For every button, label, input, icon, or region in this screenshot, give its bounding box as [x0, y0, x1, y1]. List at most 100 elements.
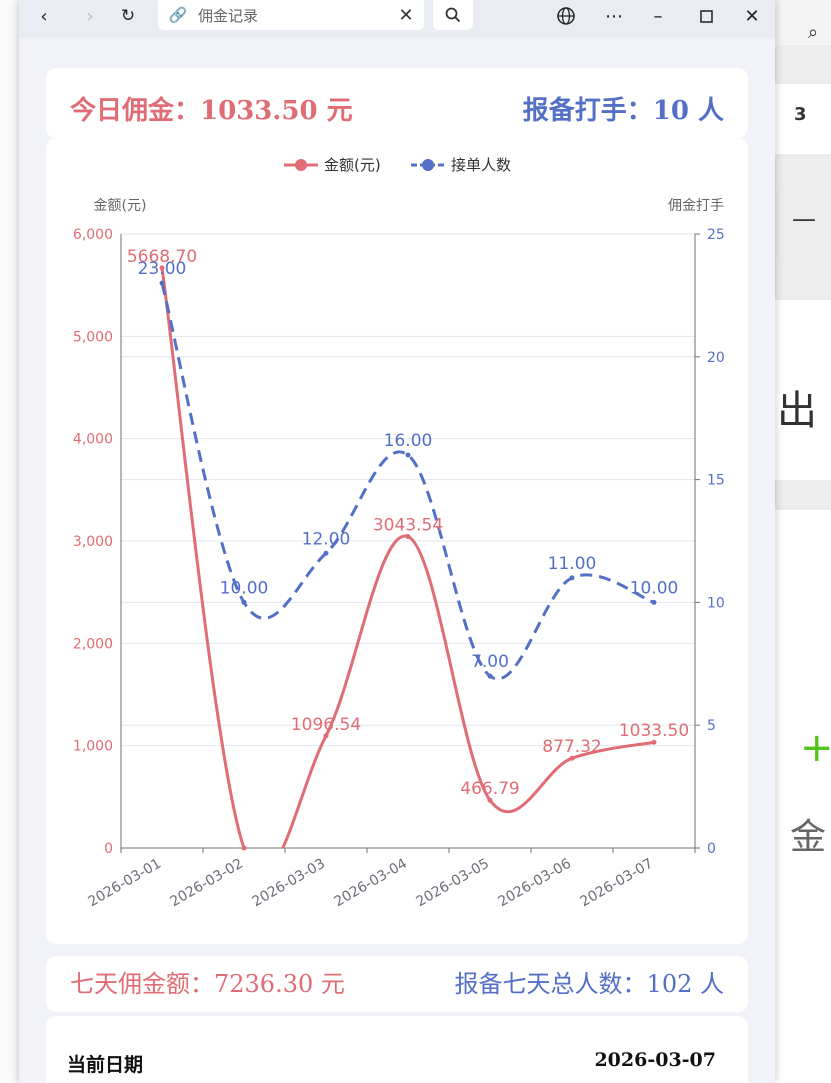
players-point [405, 452, 411, 458]
y-right-tick-label: 0 [707, 841, 716, 857]
seven-day-summary-card: 七天佣金额：7236.30 元 报备七天总人数：102 人 [46, 956, 748, 1012]
window-close-icon[interactable]: ✕ [744, 5, 760, 27]
amount-point [569, 755, 575, 761]
legend-label: 接单人数 [451, 156, 511, 174]
x-tick-label: 2026-03-07 [578, 856, 656, 911]
y-left-tick-label: 2,000 [73, 636, 113, 652]
address-bar[interactable]: 🔗 佣金记录 ✕ [158, 0, 424, 30]
amount-data-label: 877.32 [542, 737, 601, 757]
x-tick-label: 2026-03-02 [168, 856, 246, 911]
today-summary-card: 今日佣金：1033.50 元 报备打手：10 人 [46, 68, 748, 138]
link-icon: 🔗 [168, 6, 188, 24]
players-data-label: 10.00 [220, 578, 269, 598]
more-icon[interactable]: ⋯ [605, 5, 623, 27]
players-point [569, 575, 575, 581]
amount-point [323, 733, 329, 739]
background-minus: — [792, 205, 816, 233]
amount-data-label: 5668.70 [127, 247, 197, 267]
players-point [487, 673, 493, 679]
legend-marker [422, 159, 434, 171]
seven-day-players-value: 102 [646, 970, 693, 998]
y-left-tick-label: 0 [104, 841, 113, 857]
legend-label: 金额(元) [324, 156, 381, 174]
amount-data-label: 3043.54 [373, 516, 443, 536]
address-title: 佣金记录 [198, 6, 259, 25]
players-data-label: 12.00 [302, 529, 351, 549]
amount-point [651, 739, 657, 745]
background-count: 3 [794, 104, 807, 125]
x-tick-label: 2026-03-03 [250, 856, 328, 911]
background-toolbar [771, 0, 831, 45]
players-point [651, 599, 657, 605]
players-point [159, 280, 165, 286]
y-right-tick-label: 20 [707, 350, 725, 366]
today-commission: 今日佣金：1033.50 元 [70, 96, 353, 126]
background-panel [771, 300, 831, 480]
background-left-edge [0, 0, 20, 1083]
chart-data-labels: 5668.70 1096.54 3043.54 466.79 877.32 1033.50… [127, 247, 689, 799]
x-tick-label: 2026-03-05 [414, 856, 492, 911]
back-icon[interactable]: ‹ [40, 5, 48, 27]
refresh-icon[interactable]: ↻ [120, 6, 136, 26]
close-icon[interactable]: ✕ [398, 4, 414, 26]
y-left-tick-label: 6,000 [73, 227, 113, 243]
y-left-tick-label: 5,000 [73, 329, 113, 345]
minimize-icon[interactable]: – [653, 5, 663, 27]
series-players-line [160, 282, 655, 681]
search-icon [445, 7, 461, 23]
seven-day-commission-value: 7236.30 [214, 970, 314, 998]
y-right-tick-label: 25 [707, 227, 725, 243]
globe-icon[interactable] [551, 2, 581, 30]
background-row [771, 188, 831, 258]
x-tick-label: 2026-03-06 [496, 856, 575, 911]
background-text: 金 [790, 817, 827, 858]
search-button[interactable] [433, 0, 473, 30]
background-text: 出 [777, 388, 817, 434]
x-tick-label: 2026-03-01 [86, 856, 164, 911]
chart-grid [121, 233, 695, 747]
seven-day-players: 报备七天总人数：102 人 [454, 970, 724, 998]
chart-card: 金额(元) 接单人数 金额(元) 佣金打手 0 1,000 2,000 3,000 4,0… [46, 138, 748, 944]
today-players: 报备打手：10 人 [522, 96, 724, 126]
amount-point [487, 797, 493, 803]
today-commission-value: 1033.50 [200, 96, 318, 126]
y-right-tick-label: 10 [707, 595, 725, 611]
amount-data-label: 1096.54 [291, 715, 361, 735]
amount-point [405, 534, 411, 540]
x-tick-label: 2026-03-04 [332, 856, 411, 911]
players-data-label: 23.00 [138, 259, 187, 279]
amount-data-label: 466.79 [460, 779, 519, 799]
background-search-icon: ⌕ [808, 22, 819, 43]
players-data-label: 11.00 [548, 554, 597, 574]
today-players-value: 10 [652, 96, 689, 126]
chart-series [159, 265, 657, 851]
amount-data-label: 1033.50 [619, 721, 689, 741]
forward-icon[interactable]: › [86, 5, 94, 27]
players-point [323, 550, 329, 556]
current-date-label: 当前日期 [67, 1054, 144, 1076]
chart-legend: 金额(元) 接单人数 [284, 156, 511, 174]
seven-day-commission: 七天佣金额：7236.30 元 [70, 970, 345, 998]
y-axis-right-name: 佣金打手 [668, 197, 724, 214]
y-left-tick-label: 1,000 [73, 739, 113, 755]
players-data-label: 10.00 [630, 578, 679, 598]
amount-point [159, 265, 165, 271]
background-panel [771, 510, 831, 1083]
background-row [771, 84, 831, 154]
commission-line-chart: 金额(元) 接单人数 金额(元) 佣金打手 0 1,000 2,000 3,000 4,0… [73, 156, 725, 911]
browser-popup-window: ‹ › ↻ 🔗 佣金记录 ✕ ⋯ – ✕ 今日佣金：1033.50 元 报备 [19, 0, 775, 1083]
title-bar: ‹ › ↻ 🔗 佣金记录 ✕ ⋯ – ✕ [19, 0, 775, 38]
maximize-icon[interactable] [691, 2, 721, 30]
current-date-value: 2026-03-07 [594, 1049, 716, 1071]
amount-point [241, 845, 247, 851]
y-right-tick-label: 5 [707, 718, 716, 734]
players-point [241, 599, 247, 605]
record-list: 当前日期 2026-03-07 [46, 1016, 748, 1083]
y-axis-left-name: 金额(元) [94, 198, 147, 214]
y-left-tick-label: 3,000 [73, 534, 113, 550]
players-data-label: 7.00 [471, 652, 509, 672]
y-right-tick-label: 15 [707, 473, 725, 489]
y-left-tick-label: 4,000 [73, 432, 113, 448]
series-amount-line [160, 267, 655, 848]
legend-marker [295, 159, 307, 171]
